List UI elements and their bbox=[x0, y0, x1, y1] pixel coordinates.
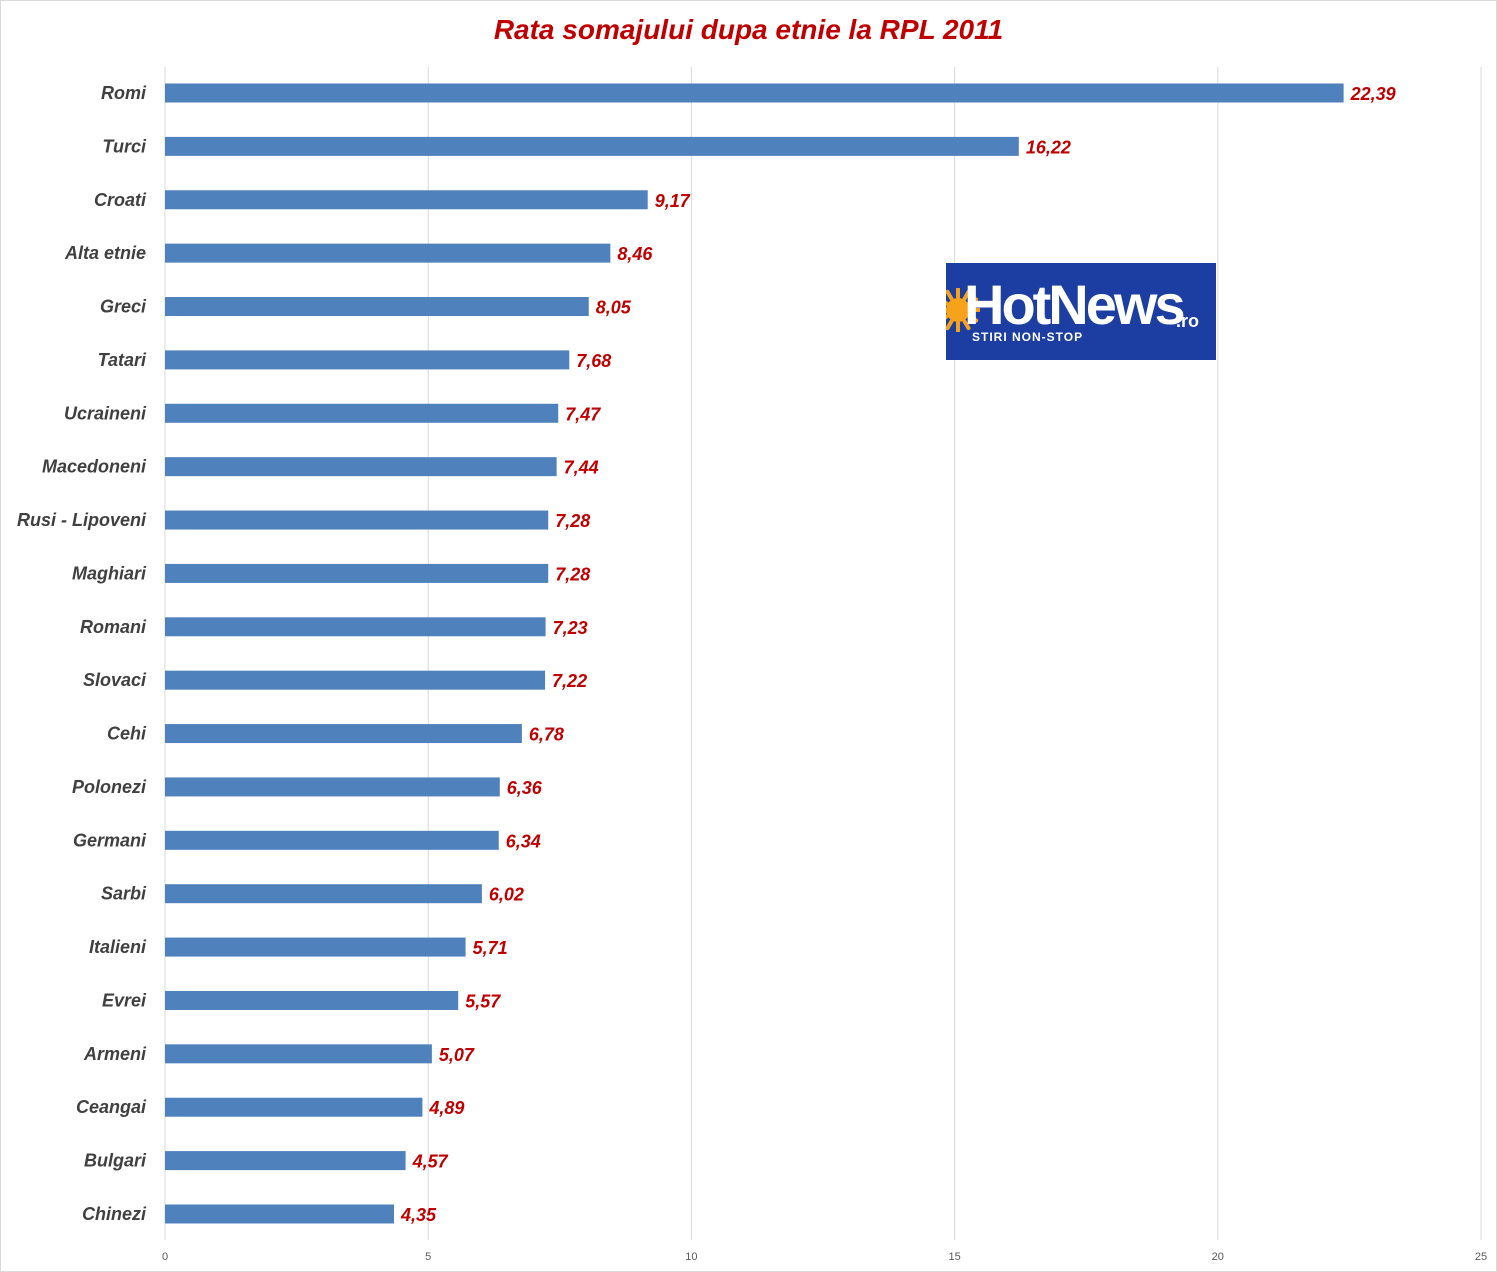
data-label: 8,46 bbox=[617, 244, 653, 264]
category-label: Sarbi bbox=[101, 884, 147, 904]
labels: 0 5 10 15 20 25 Romi 22,39 Turci 16,22 Croati 9,17 A… bbox=[17, 83, 1487, 1263]
bar bbox=[165, 937, 466, 957]
bar bbox=[165, 190, 648, 210]
data-label: 6,78 bbox=[529, 725, 564, 745]
data-label: 16,22 bbox=[1026, 137, 1071, 157]
bar bbox=[165, 563, 549, 583]
category-label: Polonezi bbox=[72, 777, 147, 797]
data-label: 5,71 bbox=[473, 938, 508, 958]
sun-icon bbox=[946, 288, 980, 332]
data-label: 6,34 bbox=[506, 831, 541, 851]
bar bbox=[165, 777, 500, 797]
data-label: 7,28 bbox=[555, 564, 590, 584]
category-label: Ucraineni bbox=[64, 403, 147, 423]
logo-brand: HotNews bbox=[964, 273, 1186, 336]
category-label: Croati bbox=[94, 190, 147, 210]
category-label: Romani bbox=[80, 617, 147, 637]
category-label: Slovaci bbox=[83, 670, 147, 690]
category-label: Alta etnie bbox=[64, 243, 146, 263]
logo-tld: .ro bbox=[1176, 311, 1200, 331]
data-label: 6,36 bbox=[507, 778, 543, 798]
data-label: 7,68 bbox=[576, 351, 611, 371]
bars bbox=[165, 83, 1344, 1224]
data-label: 9,17 bbox=[655, 191, 691, 211]
gridlines bbox=[164, 67, 1482, 1240]
data-label: 7,28 bbox=[555, 511, 590, 531]
category-label: Romi bbox=[101, 83, 147, 103]
data-label: 5,57 bbox=[465, 991, 501, 1011]
category-label: Rusi - Lipoveni bbox=[17, 510, 147, 530]
bar bbox=[165, 136, 1019, 156]
bar bbox=[165, 670, 546, 690]
bar bbox=[165, 724, 522, 744]
sun-ray bbox=[946, 300, 949, 306]
x-tick-label: 25 bbox=[1475, 1251, 1487, 1263]
bar bbox=[165, 403, 559, 423]
data-label: 5,07 bbox=[439, 1045, 475, 1065]
bar bbox=[165, 243, 611, 263]
category-label: Chinezi bbox=[82, 1204, 147, 1224]
category-label: Evrei bbox=[102, 990, 147, 1010]
data-label: 7,44 bbox=[564, 458, 599, 478]
sun-ray bbox=[946, 314, 949, 320]
data-label: 6,02 bbox=[489, 885, 524, 905]
category-label: Maghiari bbox=[72, 563, 147, 583]
sun-ray bbox=[946, 319, 954, 331]
x-tick-label: 5 bbox=[425, 1251, 431, 1263]
bar bbox=[165, 1097, 423, 1117]
bar bbox=[165, 1151, 406, 1171]
data-label: 22,39 bbox=[1350, 84, 1396, 104]
category-label: Italieni bbox=[89, 937, 147, 957]
sun-ray bbox=[962, 319, 971, 331]
category-label: Greci bbox=[100, 297, 147, 317]
data-label: 7,22 bbox=[552, 671, 587, 691]
x-tick-label: 15 bbox=[948, 1251, 960, 1263]
bar bbox=[165, 457, 557, 477]
data-label: 4,89 bbox=[428, 1098, 464, 1118]
sun-ray bbox=[962, 289, 971, 301]
x-tick-label: 10 bbox=[685, 1251, 697, 1263]
sun-ray bbox=[946, 289, 954, 301]
sun-ray bbox=[967, 297, 979, 306]
category-label: Macedoneni bbox=[42, 457, 147, 477]
sun-core bbox=[946, 298, 970, 322]
bar bbox=[165, 350, 570, 370]
data-label: 4,57 bbox=[412, 1152, 449, 1172]
bar bbox=[165, 510, 549, 530]
category-label: Turci bbox=[102, 136, 147, 156]
bar bbox=[165, 1044, 432, 1064]
data-label: 4,35 bbox=[400, 1205, 437, 1225]
category-label: Tatari bbox=[98, 350, 147, 370]
logo-tagline: STIRI NON-STOP bbox=[972, 330, 1084, 344]
bar bbox=[165, 830, 499, 850]
data-label: 8,05 bbox=[596, 298, 632, 318]
category-label: Armeni bbox=[83, 1044, 147, 1064]
bar bbox=[165, 990, 459, 1010]
x-tick-label: 20 bbox=[1212, 1251, 1224, 1263]
data-label: 7,47 bbox=[565, 404, 601, 424]
bar bbox=[165, 297, 589, 317]
bar bbox=[165, 1204, 394, 1224]
hotnews-logo: HotNews .ro STIRI NON-STOP bbox=[946, 263, 1216, 360]
x-tick-label: 0 bbox=[162, 1251, 168, 1263]
sun-ray bbox=[967, 314, 979, 323]
bar bbox=[165, 884, 482, 904]
category-label: Bulgari bbox=[84, 1151, 147, 1171]
bar bbox=[165, 83, 1344, 103]
category-label: Cehi bbox=[107, 724, 147, 744]
bar bbox=[165, 617, 546, 637]
data-label: 7,23 bbox=[553, 618, 588, 638]
category-label: Ceangai bbox=[76, 1097, 147, 1117]
chart-title: Rata somajului dupa etnie la RPL 2011 bbox=[493, 14, 1004, 45]
category-label: Germani bbox=[73, 830, 147, 850]
